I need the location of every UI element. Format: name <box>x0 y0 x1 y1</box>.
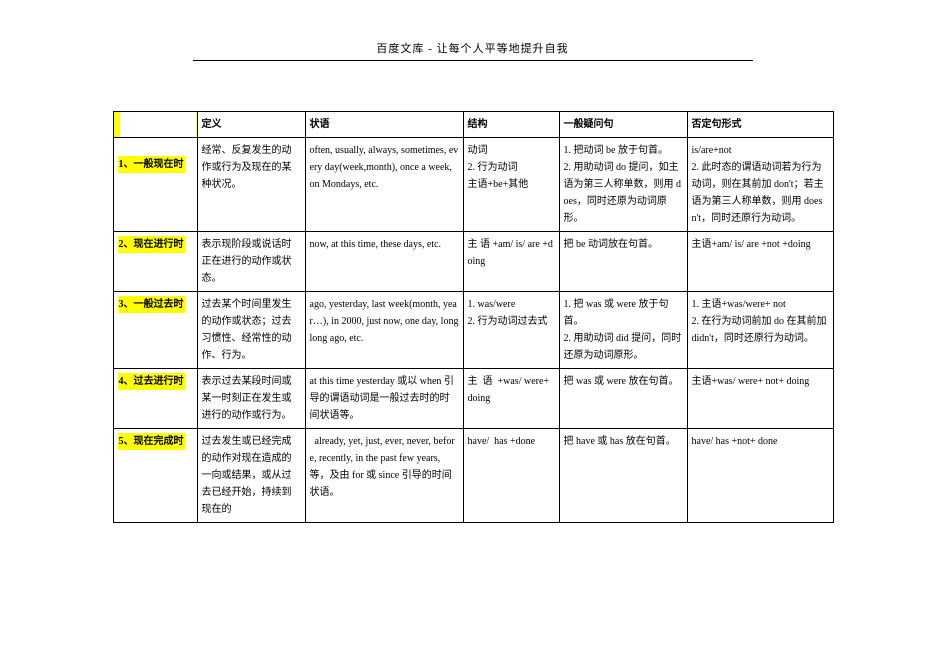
cell-adv: already, yet, just, ever, never, before,… <box>305 429 463 523</box>
cell-q: 把 was 或 were 放在句首。 <box>559 369 687 429</box>
cell-def: 过去某个时间里发生的动作或状态；过去习惯性、经常性的动作、行为。 <box>197 292 305 369</box>
row-name: 4、过去进行时 <box>118 373 185 390</box>
row-name-cell: 1、一般现在时 <box>113 138 197 232</box>
cell-def: 表示过去某段时间或某一时刻正在发生或进行的动作或行为。 <box>197 369 305 429</box>
cell-adv: often, usually, always, sometimes, every… <box>305 138 463 232</box>
cell-neg: 主语+am/ is/ are +not +doing <box>687 232 833 292</box>
cell-def: 经常、反复发生的动作或行为及现在的某种状况。 <box>197 138 305 232</box>
cell-neg: is/are+not 2. 此时态的谓语动词若为行为动词，则在其前加 don't… <box>687 138 833 232</box>
cell-q: 1. 把 was 或 were 放于句首。 2. 用助动词 did 提问，同时还… <box>559 292 687 369</box>
cell-str: have/ has +done <box>463 429 559 523</box>
cell-str: 动词 2. 行为动词 主语+be+其他 <box>463 138 559 232</box>
cell-def: 过去发生或已经完成的动作对现在造成的一向或结果，或从过去已经开始，持续到现在的 <box>197 429 305 523</box>
row-name-cell: 4、过去进行时 <box>113 369 197 429</box>
row-name-cell: 2、现在进行时 <box>113 232 197 292</box>
table-row: 5、现在完成时过去发生或已经完成的动作对现在造成的一向或结果，或从过去已经开始，… <box>113 429 833 523</box>
cell-adv: ago, yesterday, last week(month, year…),… <box>305 292 463 369</box>
col-neg: 否定句形式 <box>687 112 833 138</box>
cell-neg: 主语+was/ were+ not+ doing <box>687 369 833 429</box>
table-header-row: 定义 状语 结构 一般疑问句 否定句形式 <box>113 112 833 138</box>
row-name: 3、一般过去时 <box>118 296 185 313</box>
table-row: 2、现在进行时表示现阶段或说话时正在进行的动作或状态。now, at this … <box>113 232 833 292</box>
table-row: 4、过去进行时表示过去某段时间或某一时刻正在发生或进行的动作或行为。at thi… <box>113 369 833 429</box>
cell-q: 把 have 或 has 放在句首。 <box>559 429 687 523</box>
table-row: 1、一般现在时经常、反复发生的动作或行为及现在的某种状况。often, usua… <box>113 138 833 232</box>
row-name: 1、一般现在时 <box>118 156 185 173</box>
cell-neg: have/ has +not+ done <box>687 429 833 523</box>
cell-adv: now, at this time, these days, etc. <box>305 232 463 292</box>
tense-table-wrap: 定义 状语 结构 一般疑问句 否定句形式 1、一般现在时经常、反复发生的动作或行… <box>113 111 833 523</box>
row-name-cell: 3、一般过去时 <box>113 292 197 369</box>
cell-adv: at this time yesterday 或以 when 引导的谓语动词是一… <box>305 369 463 429</box>
row-name-cell: 5、现在完成时 <box>113 429 197 523</box>
col-q: 一般疑问句 <box>559 112 687 138</box>
col-str: 结构 <box>463 112 559 138</box>
row-name: 5、现在完成时 <box>118 433 185 450</box>
page-header: 百度文库 - 让每个人平等地提升自我 <box>193 40 753 61</box>
cell-q: 把 be 动词放在句首。 <box>559 232 687 292</box>
cell-str: 1. was/were 2. 行为动词过去式 <box>463 292 559 369</box>
cell-neg: 1. 主语+was/were+ not 2. 在行为动词前加 do 在其前加 d… <box>687 292 833 369</box>
table-row: 3、一般过去时过去某个时间里发生的动作或状态；过去习惯性、经常性的动作、行为。a… <box>113 292 833 369</box>
cell-str: 主 语 +was/ were+ doing <box>463 369 559 429</box>
col-blank <box>113 112 197 138</box>
col-def: 定义 <box>197 112 305 138</box>
col-adv: 状语 <box>305 112 463 138</box>
cell-str: 主 语 +am/ is/ are +doing <box>463 232 559 292</box>
row-name: 2、现在进行时 <box>118 236 185 253</box>
cell-q: 1. 把动词 be 放于句首。 2. 用助动词 do 提问，如主语为第三人称单数… <box>559 138 687 232</box>
tense-table: 定义 状语 结构 一般疑问句 否定句形式 1、一般现在时经常、反复发生的动作或行… <box>113 111 834 523</box>
cell-def: 表示现阶段或说话时正在进行的动作或状态。 <box>197 232 305 292</box>
